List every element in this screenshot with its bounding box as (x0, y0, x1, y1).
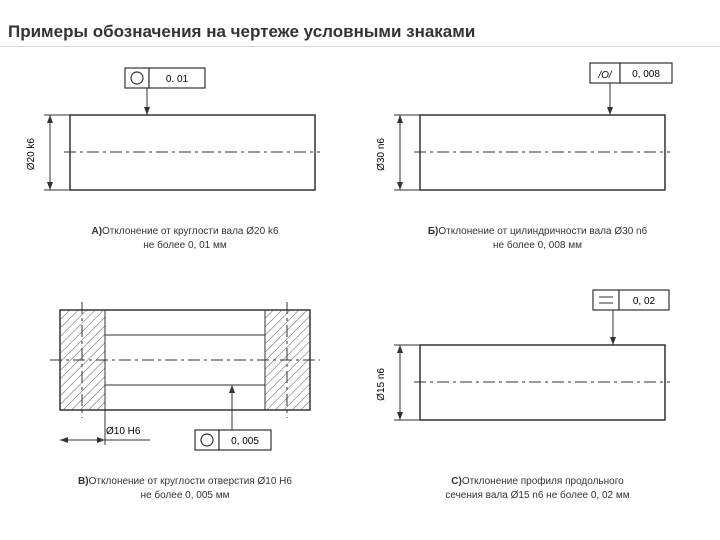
panel-v-caption: В)Отклонение от круглости отверстия Ø10 … (20, 475, 350, 502)
panel-v-tol: 0, 005 (231, 436, 259, 447)
panel-s-tol: 0, 02 (633, 296, 656, 307)
panel-v: 0, 005 Ø10 H6 В)Отклонение от круглости … (20, 300, 350, 510)
page-title: Примеры обозначения на чертеже условными… (8, 22, 475, 42)
panel-b-caption: Б)Отклонение от цилиндричности вала Ø30 … (365, 225, 710, 252)
panel-a-caption: А)Отклонение от круглости вала Ø20 k6 не… (20, 225, 350, 252)
panel-b: /O/ 0, 008 Ø30 n6 Б)Отклонение от цилинд… (365, 60, 710, 260)
panel-a: 0. 01 Ø20 k6 А)Отклонение от круглости в… (20, 60, 350, 260)
panel-v-dim: Ø10 H6 (106, 426, 140, 437)
panel-b-dim: Ø30 n6 (376, 138, 387, 171)
panel-b-tol: 0, 008 (632, 69, 660, 80)
panel-s-dim: Ø15 n6 (376, 368, 387, 401)
panel-a-tol: 0. 01 (166, 74, 189, 85)
panel-a-dim: Ø20 k6 (26, 138, 37, 170)
svg-text:/O/: /O/ (597, 70, 613, 81)
panel-s-caption: С)Отклонение профиля продольного сечения… (365, 475, 710, 502)
panel-s: 0, 02 Ø15 n6 С)Отклонение профиля продол… (365, 280, 710, 510)
